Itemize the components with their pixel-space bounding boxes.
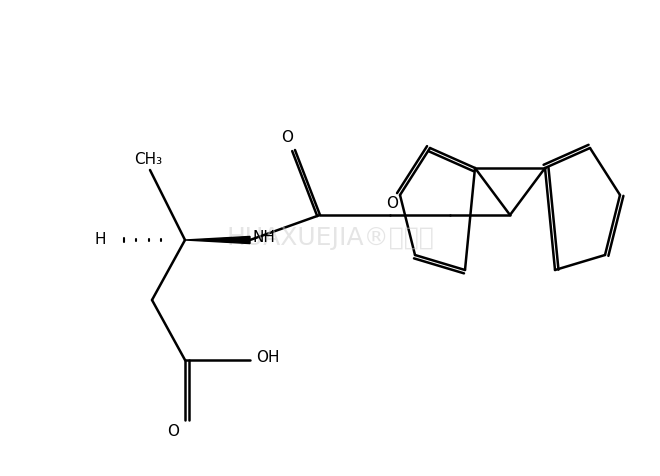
Text: NH: NH <box>253 230 275 246</box>
Text: H: H <box>94 232 106 248</box>
Text: O: O <box>281 130 293 146</box>
Text: O: O <box>167 425 179 439</box>
Polygon shape <box>185 237 250 244</box>
Text: OH: OH <box>256 350 280 366</box>
Text: CH₃: CH₃ <box>134 152 162 168</box>
Text: HUAXUEJIA®化学加: HUAXUEJIA®化学加 <box>226 226 434 250</box>
Text: O: O <box>386 196 398 210</box>
